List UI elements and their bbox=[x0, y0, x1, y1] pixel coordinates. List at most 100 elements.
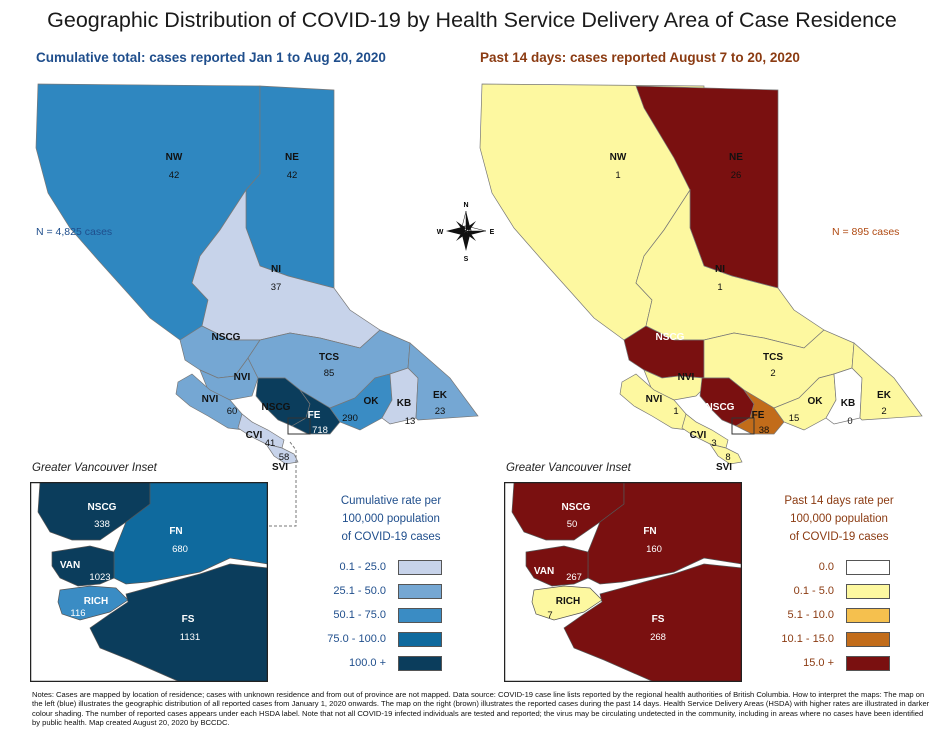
right-label-ok: OK bbox=[808, 396, 824, 407]
left-legend-title-line-2: 100,000 population bbox=[342, 513, 440, 525]
right-legend: Past 14 days rate per 100,000 population… bbox=[764, 492, 914, 672]
left-legend-title: Cumulative rate per 100,000 population o… bbox=[316, 492, 466, 546]
left-legend-item: 25.1 - 50.0 bbox=[316, 582, 466, 600]
left-legend: Cumulative rate per 100,000 population o… bbox=[316, 492, 466, 672]
left-legend-swatch bbox=[398, 631, 442, 647]
left-value-nw: 42 bbox=[169, 170, 180, 181]
left-label-tcs: TCS bbox=[319, 352, 339, 363]
right-inset-region-fs bbox=[563, 563, 742, 682]
right-label-nscg-main: NSCG bbox=[656, 332, 685, 343]
right-legend-label: 10.1 - 15.0 bbox=[781, 633, 834, 645]
right-label-nscg-lower: NSCG bbox=[706, 402, 735, 413]
left-label-nw: NW bbox=[166, 152, 183, 163]
right-inset-value-fn: 160 bbox=[646, 544, 662, 555]
right-inset-region-van bbox=[525, 545, 589, 587]
left-value-nvi: 60 bbox=[227, 406, 238, 417]
left-inset-label-nscg: NSCG bbox=[88, 502, 117, 513]
left-inset-label-fs: FS bbox=[182, 614, 195, 625]
left-map: NW 42 NE 42 NI 37 NSCG NVI TCS 85 NVI 60… bbox=[35, 83, 479, 470]
right-legend-swatch bbox=[846, 559, 890, 575]
right-inset-label-fs: FS bbox=[652, 614, 665, 625]
right-map: NW 1 NE 26 NI 1 NSCG NVI TCS 2 NVI 1 NSC… bbox=[479, 83, 923, 470]
right-label-svi: SVI bbox=[716, 462, 732, 470]
left-inset-label-rich: RICH bbox=[84, 596, 108, 607]
right-value-ok: 15 bbox=[789, 413, 800, 424]
left-legend-label: 0.1 - 25.0 bbox=[339, 561, 386, 573]
left-legend-label: 75.0 - 100.0 bbox=[327, 633, 386, 645]
left-label-nvi: NVI bbox=[202, 394, 219, 405]
left-inset-locator bbox=[287, 417, 311, 435]
left-label-fe: FE bbox=[308, 410, 321, 421]
right-value-fe: 38 bbox=[759, 425, 770, 436]
right-legend-swatch bbox=[846, 607, 890, 623]
left-inset-region-rich bbox=[57, 585, 129, 621]
left-inset-value-van: 1023 bbox=[89, 572, 110, 583]
left-label-svi: SVI bbox=[272, 462, 288, 470]
left-legend-label: 50.1 - 75.0 bbox=[333, 609, 386, 621]
right-inset-value-van: 267 bbox=[566, 572, 582, 583]
right-inset-region-rich bbox=[531, 585, 603, 621]
right-legend-title-line-1: Past 14 days rate per bbox=[784, 495, 894, 507]
right-inset-region-fn bbox=[587, 482, 742, 585]
right-inset-map: NSCG 50 FN 160 VAN 267 RICH 7 FS 268 bbox=[504, 482, 742, 682]
right-label-tcs: TCS bbox=[763, 352, 783, 363]
right-legend-item: 0.1 - 5.0 bbox=[764, 582, 914, 600]
compass-w: W bbox=[437, 229, 444, 236]
left-inset-value-rich: 116 bbox=[70, 608, 85, 619]
left-inset-value-fn: 680 bbox=[172, 544, 188, 555]
left-label-ek: EK bbox=[433, 390, 448, 401]
right-legend-swatch bbox=[846, 655, 890, 671]
right-inset-value-nscg: 50 bbox=[567, 519, 578, 530]
right-inset-label-nscg: NSCG bbox=[562, 502, 591, 513]
right-legend-title: Past 14 days rate per 100,000 population… bbox=[764, 492, 914, 546]
left-inset-title: Greater Vancouver Inset bbox=[32, 462, 157, 474]
left-label-nscg-main: NSCG bbox=[212, 332, 241, 343]
right-label-cvi: CVI bbox=[690, 430, 707, 441]
left-inset-region-fs bbox=[89, 563, 268, 682]
left-value-kb: 13 bbox=[405, 416, 416, 427]
left-value-ek: 23 bbox=[435, 406, 446, 417]
left-inset-map: NSCG 338 FN 680 VAN 1023 RICH 116 FS 113… bbox=[30, 482, 268, 682]
compass-n: N bbox=[463, 202, 468, 209]
right-label-ne: NE bbox=[729, 152, 743, 163]
left-inset-label-fn: FN bbox=[169, 526, 182, 537]
right-value-nw: 1 bbox=[615, 170, 620, 181]
right-legend-swatch bbox=[846, 631, 890, 647]
left-value-tcs: 85 bbox=[324, 368, 335, 379]
left-label-ok: OK bbox=[364, 396, 380, 407]
right-n-count: N = 895 cases bbox=[832, 226, 900, 238]
right-value-ek: 2 bbox=[881, 406, 886, 417]
left-legend-title-line-1: Cumulative rate per bbox=[340, 495, 442, 507]
compass-rose-icon: N S E W bbox=[437, 202, 495, 262]
left-legend-swatch bbox=[398, 559, 442, 575]
page-title: Geographic Distribution of COVID-19 by H… bbox=[47, 8, 897, 32]
left-label-nscg-lower: NSCG bbox=[262, 402, 291, 413]
left-n-count: N = 4,825 cases bbox=[36, 226, 113, 238]
right-legend-label: 15.0 + bbox=[803, 657, 834, 669]
left-value-ni: 37 bbox=[271, 282, 282, 293]
right-label-ek: EK bbox=[877, 390, 892, 401]
right-label-fe: FE bbox=[752, 410, 765, 421]
right-inset-value-rich: 7 bbox=[547, 610, 552, 621]
right-legend-item: 10.1 - 15.0 bbox=[764, 630, 914, 648]
right-inset-locator bbox=[731, 417, 755, 435]
right-value-svi: 8 bbox=[725, 452, 730, 463]
left-legend-swatch bbox=[398, 607, 442, 623]
left-inset-region-van bbox=[51, 545, 115, 587]
right-label-nvi-top: NVI bbox=[678, 372, 695, 383]
left-legend-item: 75.0 - 100.0 bbox=[316, 630, 466, 648]
right-inset-label-fn: FN bbox=[643, 526, 656, 537]
right-label-ni: NI bbox=[715, 264, 725, 275]
left-inset-connector bbox=[268, 441, 297, 527]
right-legend-title-line-2: 100,000 population bbox=[790, 513, 888, 525]
left-value-cvi: 41 bbox=[265, 438, 276, 449]
left-legend-label: 100.0 + bbox=[348, 657, 386, 669]
right-legend-label: 0.1 - 5.0 bbox=[793, 585, 834, 597]
right-label-kb: KB bbox=[841, 398, 855, 409]
left-legend-title-line-3: of COVID-19 cases bbox=[341, 531, 441, 543]
right-value-ne: 26 bbox=[731, 170, 742, 181]
left-map-subtitle: Cumulative total: cases reported Jan 1 t… bbox=[36, 50, 386, 65]
left-label-cvi: CVI bbox=[246, 430, 263, 441]
left-value-ok: 290 bbox=[342, 413, 358, 424]
left-value-fe: 718 bbox=[312, 425, 328, 436]
